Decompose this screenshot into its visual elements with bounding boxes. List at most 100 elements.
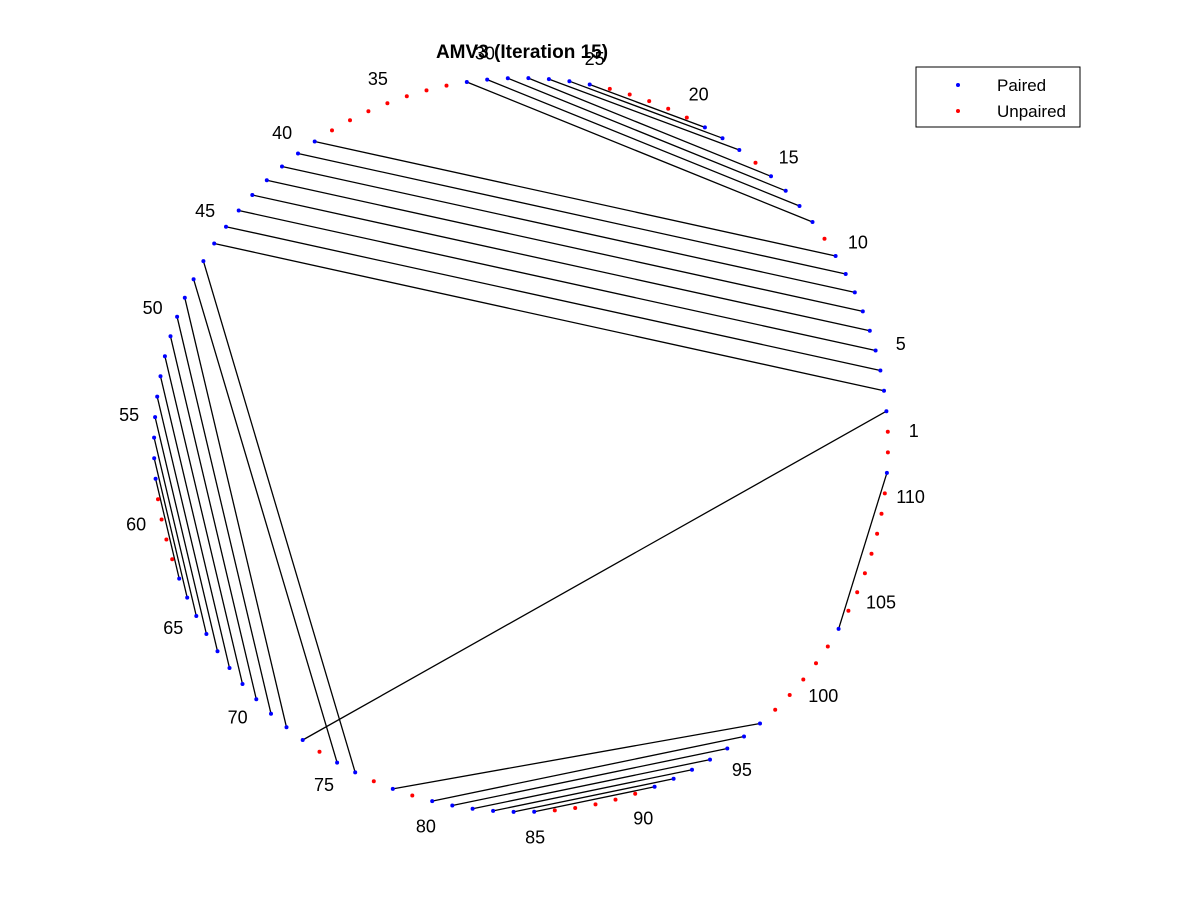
position-label: 110 bbox=[896, 487, 925, 507]
pair-line bbox=[176, 316, 272, 714]
unpaired-point bbox=[787, 693, 792, 697]
paired-point bbox=[836, 626, 841, 631]
unpaired-point bbox=[862, 571, 867, 576]
paired-point bbox=[737, 148, 742, 152]
pair-line bbox=[154, 478, 180, 579]
unpaired-point bbox=[633, 791, 638, 796]
position-labels: 1510152025303540455055606570758085909510… bbox=[119, 44, 925, 848]
paired-point bbox=[882, 388, 886, 393]
paired-point bbox=[212, 241, 217, 246]
pair-line bbox=[486, 78, 800, 207]
unpaired-point bbox=[424, 88, 429, 93]
unpaired-point bbox=[875, 531, 880, 536]
position-label: 80 bbox=[416, 816, 436, 836]
pair-line bbox=[156, 396, 219, 652]
paired-point bbox=[353, 770, 358, 775]
unpaired-point bbox=[366, 109, 371, 114]
unpaired-point bbox=[159, 517, 164, 522]
legend-paired-label: Paired bbox=[997, 76, 1046, 95]
paired-point bbox=[168, 334, 173, 339]
paired-point bbox=[491, 808, 496, 813]
pair-line bbox=[153, 437, 197, 617]
pair-line bbox=[302, 410, 887, 741]
paired-point bbox=[390, 786, 395, 791]
position-label: 50 bbox=[143, 298, 163, 318]
paired-point bbox=[860, 309, 865, 314]
paired-point bbox=[873, 348, 878, 353]
paired-point bbox=[532, 809, 537, 814]
position-label: 30 bbox=[475, 44, 495, 64]
pair-line bbox=[432, 735, 745, 802]
pair-line bbox=[507, 77, 786, 192]
paired-point bbox=[280, 164, 284, 169]
paired-point bbox=[204, 632, 209, 636]
pair-line bbox=[184, 297, 288, 728]
paired-point bbox=[153, 476, 158, 481]
paired-point bbox=[742, 734, 746, 739]
paired-point bbox=[884, 409, 889, 414]
pair-line bbox=[392, 722, 761, 790]
paired-point bbox=[505, 76, 510, 81]
unpaired-point bbox=[613, 797, 618, 802]
position-label: 55 bbox=[119, 405, 139, 425]
paired-point bbox=[884, 470, 889, 475]
paired-point bbox=[810, 220, 815, 224]
paired-point bbox=[783, 188, 788, 193]
pair-line bbox=[159, 376, 231, 669]
unpaired-point bbox=[573, 806, 578, 810]
position-label: 15 bbox=[779, 147, 799, 167]
paired-point bbox=[526, 76, 531, 81]
position-label: 85 bbox=[525, 828, 545, 848]
paired-point bbox=[264, 178, 269, 183]
paired-point bbox=[464, 80, 469, 84]
paired-point bbox=[182, 295, 187, 300]
paired-point bbox=[269, 711, 273, 716]
legend-unpaired-label: Unpaired bbox=[997, 102, 1066, 121]
position-label: 25 bbox=[585, 49, 605, 69]
position-label: 5 bbox=[896, 334, 906, 354]
unpaired-point bbox=[666, 106, 671, 111]
paired-point bbox=[725, 746, 730, 751]
pair-line bbox=[164, 356, 244, 685]
position-label: 105 bbox=[866, 593, 896, 613]
paired-point bbox=[177, 576, 182, 581]
pair-line bbox=[238, 209, 876, 352]
paired-point bbox=[191, 277, 196, 282]
unpaired-point bbox=[317, 749, 322, 754]
unpaired-point bbox=[156, 497, 160, 502]
unpaired-point bbox=[607, 86, 612, 91]
legend-unpaired-marker bbox=[956, 109, 960, 113]
pair-line bbox=[154, 416, 208, 635]
paired-point bbox=[852, 290, 857, 295]
position-label: 20 bbox=[689, 84, 709, 104]
position-label: 40 bbox=[272, 123, 292, 143]
paired-point bbox=[254, 697, 259, 702]
unpaired-point bbox=[801, 677, 806, 682]
position-label: 75 bbox=[314, 775, 334, 795]
paired-point bbox=[152, 435, 157, 440]
pair-line bbox=[548, 78, 740, 151]
paired-point bbox=[450, 803, 455, 808]
paired-point bbox=[300, 738, 305, 742]
unpaired-point bbox=[825, 644, 830, 649]
paired-point bbox=[175, 314, 180, 319]
pair-line bbox=[169, 336, 257, 700]
pair-line bbox=[534, 786, 655, 813]
position-label: 45 bbox=[195, 201, 215, 221]
pair-line bbox=[528, 77, 772, 177]
paired-point bbox=[567, 79, 572, 84]
paired-point bbox=[652, 784, 657, 789]
unpaired-point bbox=[164, 537, 169, 542]
pair-line bbox=[214, 242, 885, 392]
paired-point bbox=[470, 806, 475, 811]
unpaired-point bbox=[879, 511, 884, 516]
paired-point bbox=[236, 208, 241, 213]
paired-point bbox=[758, 721, 762, 726]
unpaired-point bbox=[404, 94, 409, 99]
pair-line bbox=[281, 165, 855, 294]
pair-line bbox=[492, 769, 693, 812]
paired-point bbox=[215, 649, 220, 654]
unpaired-point bbox=[170, 557, 175, 562]
paired-point bbox=[833, 254, 838, 258]
